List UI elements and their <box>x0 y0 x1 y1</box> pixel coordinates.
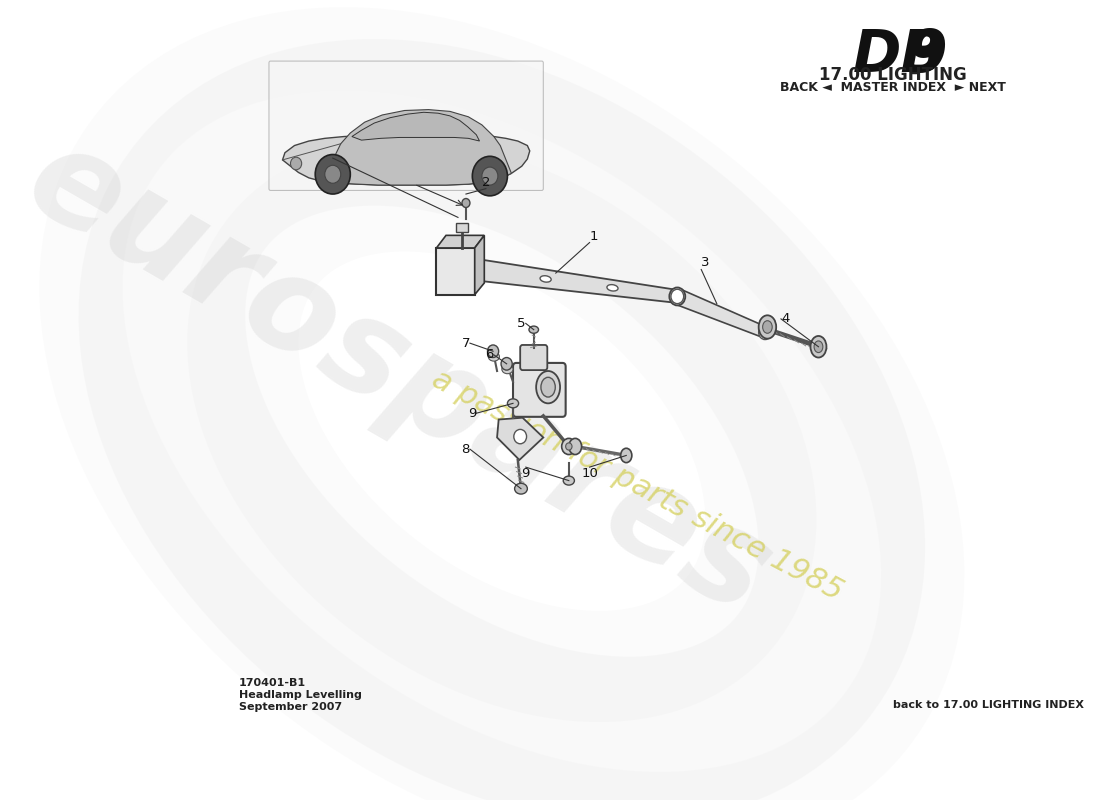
Circle shape <box>514 430 527 444</box>
Text: 6: 6 <box>485 348 494 362</box>
Circle shape <box>472 156 507 196</box>
Polygon shape <box>283 136 530 185</box>
Text: DB: DB <box>852 27 946 84</box>
Ellipse shape <box>811 336 826 358</box>
Ellipse shape <box>540 276 551 282</box>
FancyBboxPatch shape <box>520 345 548 370</box>
Polygon shape <box>475 235 484 294</box>
Text: 3: 3 <box>701 257 710 270</box>
Text: 170401-B1: 170401-B1 <box>239 678 306 688</box>
Polygon shape <box>497 418 543 460</box>
Circle shape <box>290 158 301 170</box>
Circle shape <box>324 166 341 183</box>
Ellipse shape <box>488 352 499 361</box>
Ellipse shape <box>620 448 631 462</box>
Text: 9: 9 <box>521 467 530 480</box>
Circle shape <box>759 325 771 339</box>
FancyBboxPatch shape <box>270 61 543 190</box>
Ellipse shape <box>502 365 513 374</box>
Text: eurospares: eurospares <box>6 114 791 641</box>
Text: September 2007: September 2007 <box>239 702 342 712</box>
Ellipse shape <box>607 285 618 291</box>
Text: 2: 2 <box>482 176 491 189</box>
Polygon shape <box>474 258 678 303</box>
FancyBboxPatch shape <box>513 363 565 417</box>
Circle shape <box>669 287 685 306</box>
Text: 9: 9 <box>908 27 947 84</box>
Polygon shape <box>352 112 480 141</box>
Text: 10: 10 <box>581 467 598 480</box>
Ellipse shape <box>515 483 527 494</box>
Bar <box>455 222 469 232</box>
Text: 7: 7 <box>461 337 470 350</box>
Text: back to 17.00 LIGHTING INDEX: back to 17.00 LIGHTING INDEX <box>893 700 1084 710</box>
Circle shape <box>671 290 684 304</box>
Ellipse shape <box>536 371 560 403</box>
Text: 1: 1 <box>590 230 598 242</box>
Polygon shape <box>675 289 767 338</box>
Polygon shape <box>437 235 484 248</box>
Ellipse shape <box>529 326 539 334</box>
Circle shape <box>565 443 572 450</box>
Text: 4: 4 <box>781 313 790 326</box>
Circle shape <box>562 438 576 454</box>
FancyBboxPatch shape <box>437 248 475 294</box>
Ellipse shape <box>762 321 772 334</box>
Circle shape <box>482 167 498 185</box>
Text: Headlamp Levelling: Headlamp Levelling <box>239 690 362 700</box>
Circle shape <box>500 358 513 370</box>
Text: 8: 8 <box>462 442 470 456</box>
Text: BACK ◄  MASTER INDEX  ► NEXT: BACK ◄ MASTER INDEX ► NEXT <box>780 81 1005 94</box>
Text: a passion for parts since 1985: a passion for parts since 1985 <box>427 364 848 606</box>
Ellipse shape <box>814 341 823 353</box>
Ellipse shape <box>569 438 582 454</box>
Text: 17.00 LIGHTING: 17.00 LIGHTING <box>818 66 967 85</box>
Ellipse shape <box>563 476 574 485</box>
Circle shape <box>316 154 350 194</box>
Text: 9: 9 <box>468 406 476 420</box>
Ellipse shape <box>759 315 777 338</box>
Text: 5: 5 <box>517 317 526 330</box>
Polygon shape <box>322 110 512 185</box>
Ellipse shape <box>507 399 518 408</box>
Circle shape <box>487 345 498 358</box>
Circle shape <box>462 198 470 207</box>
Ellipse shape <box>541 378 556 397</box>
